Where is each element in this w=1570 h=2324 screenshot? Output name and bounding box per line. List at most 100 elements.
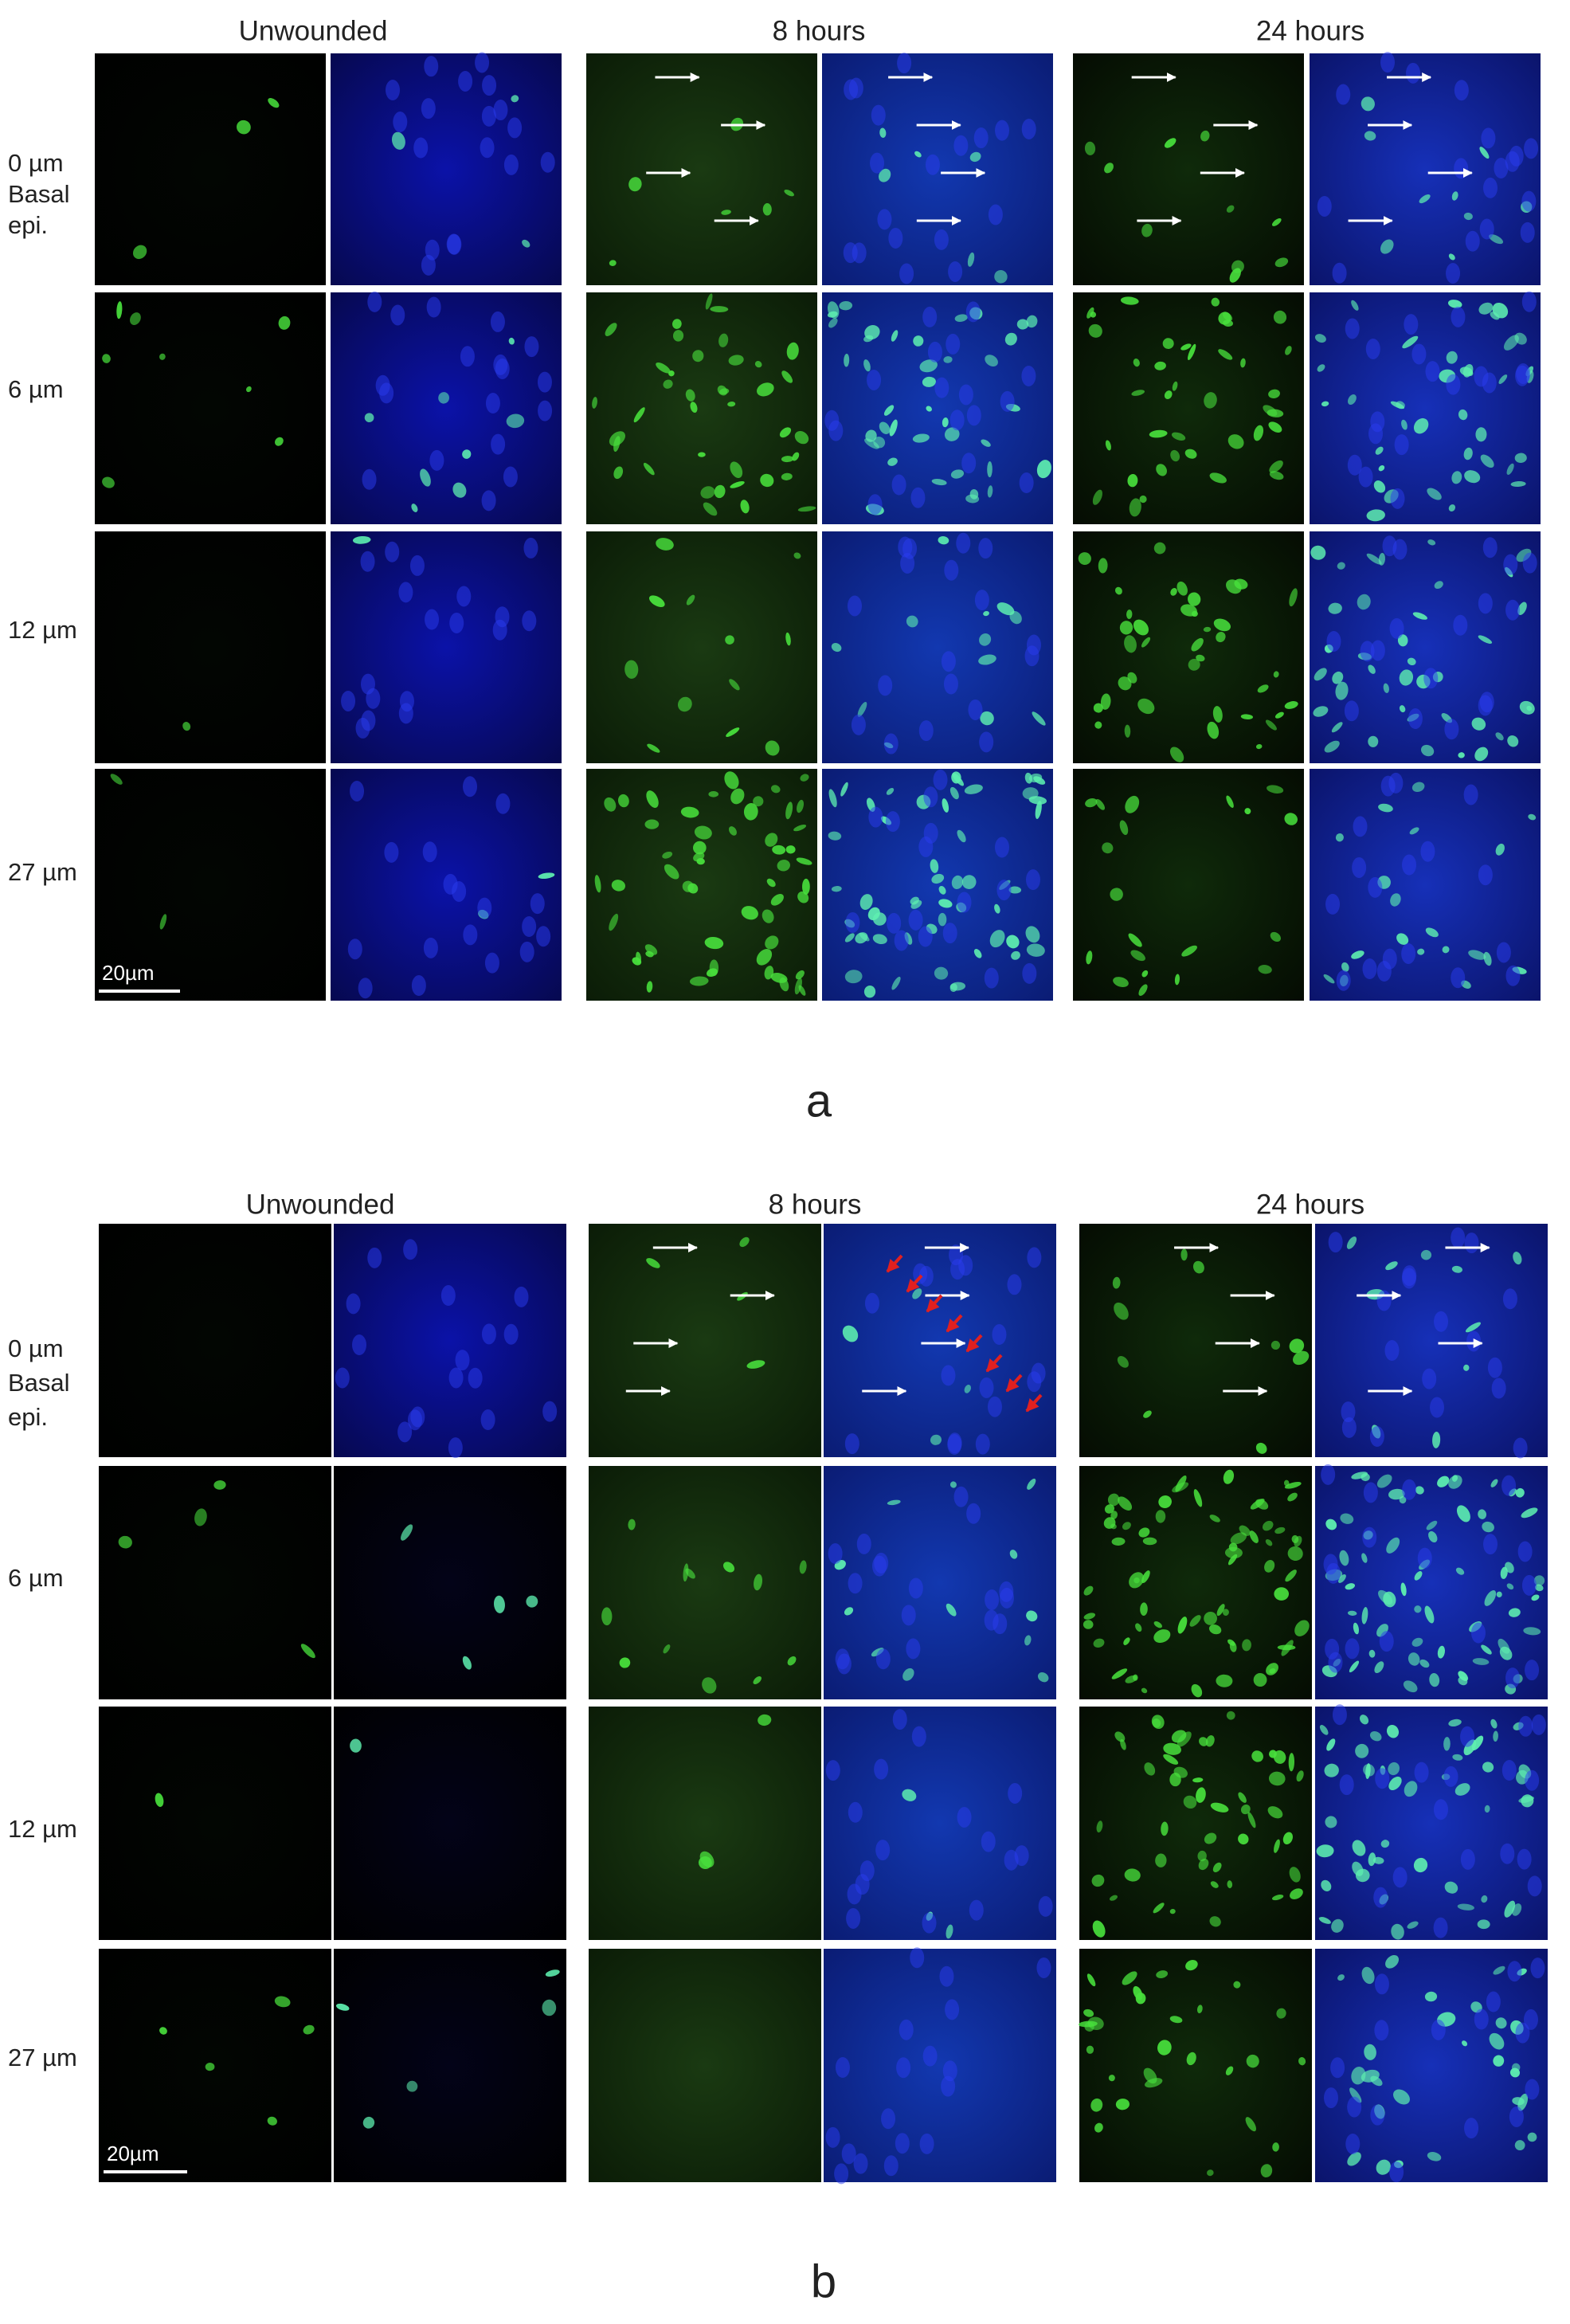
cell-blob [1185,1960,1198,1971]
tile-bg [99,1224,331,1457]
nucleus [847,1883,862,1905]
row-label: 27 µm [8,858,77,886]
nucleus [1402,1265,1417,1287]
cell-blob [1272,2142,1279,2152]
cell-blob [1424,1991,1438,2002]
nucleus [993,1613,1008,1635]
cell-blob [781,456,794,463]
micrograph-tile [589,1707,821,1940]
nucleus [1345,1638,1360,1660]
cell-blob [796,857,812,865]
cell-blob [1478,635,1493,645]
cell-blob [721,210,731,215]
nucleus [524,336,539,358]
cell-blob [887,457,898,466]
cell-blob [844,353,850,367]
nucleus [1408,708,1423,730]
cell-blob [1209,1515,1220,1523]
cell-blob [1088,323,1102,338]
cell-blob [245,386,252,393]
cell-blob [756,948,773,966]
cell-blob [1196,2005,1203,2014]
cell-blob [601,1607,613,1626]
cell-blob [1172,381,1178,391]
cell-blob [1360,1715,1369,1725]
cell-blob [1104,163,1114,174]
nucleus [360,673,375,695]
cell-blob [1120,296,1139,305]
nucleus [867,369,882,390]
cell-blob [1250,1498,1265,1510]
micrograph-tile [822,531,1053,763]
cell-blob [1246,2054,1259,2068]
micrograph-tile [586,531,817,763]
nucleus [1406,62,1421,84]
cell-blob [1368,664,1376,674]
nucleus [1345,2133,1361,2154]
cell-blob [1238,1833,1249,1845]
nucleus [875,1648,891,1670]
cell-blob [1527,2132,1537,2142]
cell-blob [352,535,371,544]
red-arrow [906,1274,923,1293]
cell-blob [1257,684,1269,693]
nucleus [888,227,903,249]
cell-blob [1169,1773,1181,1787]
cell-blob [693,852,705,862]
micrograph-tile [1079,1707,1312,1940]
cell-blob [1155,1510,1166,1523]
cell-blob [1429,1672,1440,1687]
cell-blob [1095,798,1106,810]
tile-bg [99,1466,331,1699]
cell-blob [1226,795,1234,809]
cell-blob [1353,1622,1360,1635]
cell-blob [1368,1649,1376,1658]
nucleus [927,341,942,363]
cell-blob [1207,2169,1214,2177]
cell-blob [994,269,1008,284]
nucleus [358,978,373,999]
cell-blob [1211,297,1220,307]
cell-blob [1463,1364,1470,1371]
nucleus [845,911,860,933]
micrograph-tile [1073,769,1304,1001]
nucleus [1332,1704,1347,1726]
cell-blob [967,252,975,267]
cell-blob [1296,1770,1304,1782]
nucleus [1328,1232,1343,1253]
cell-blob [985,355,998,366]
cell-blob [628,1519,636,1530]
cell-blob [1386,1725,1400,1738]
cell-blob [1503,335,1519,351]
nucleus [918,720,934,742]
cell-blob [889,419,898,437]
micrograph-tile [1079,1466,1312,1699]
nucleus [892,1709,907,1730]
cell-blob [831,643,842,653]
tile-bg [334,1707,566,1940]
cell-blob [1364,2044,1376,2060]
cell-blob [1369,1730,1382,1742]
nucleus [995,120,1010,141]
cell-blob [1143,1410,1152,1418]
cell-blob [1289,1338,1305,1354]
nucleus [918,1265,934,1287]
tile-bg [334,1949,566,2182]
nucleus [355,717,370,739]
cell-blob [793,825,807,832]
nucleus [1026,634,1041,656]
cell-blob [739,1236,750,1248]
cell-blob [743,803,758,821]
nucleus [495,606,510,628]
cell-blob [646,981,653,993]
cell-blob [1131,390,1145,396]
cell-blob [867,907,880,921]
cell-blob [1004,332,1017,346]
cell-blob [1507,735,1519,747]
cell-blob [1270,931,1281,943]
nucleus [870,152,885,174]
cell-blob [1119,820,1129,836]
cell-blob [1267,1806,1283,1819]
nucleus [1038,1895,1053,1917]
cell-blob [703,502,718,516]
